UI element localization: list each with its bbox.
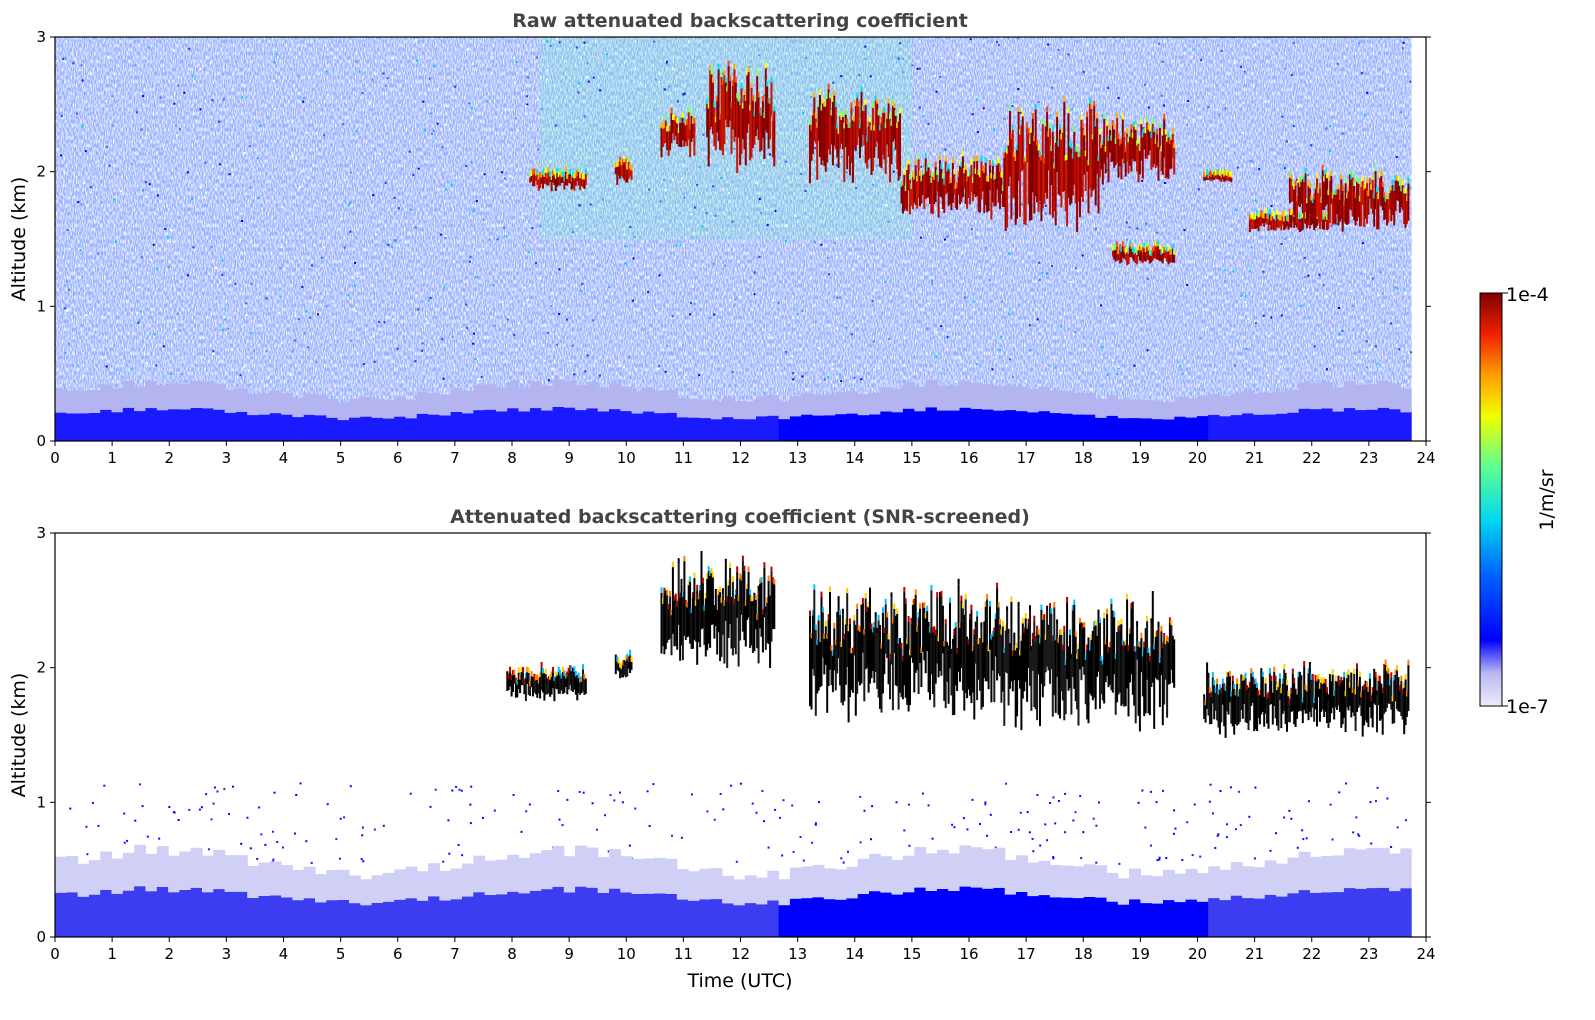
y-tick-label: 1 (36, 793, 46, 811)
colorbar: 1e-4 1e-7 1/m/sr (1479, 284, 1558, 718)
x-tick-label: 23 (1359, 945, 1378, 963)
x-tick-label: 9 (564, 945, 574, 963)
plot-area (55, 37, 1426, 441)
screened-speckle (69, 782, 1407, 865)
cloud-layer (1203, 168, 1233, 183)
cloud-layer (809, 83, 901, 184)
boundary-layer (55, 844, 1413, 937)
cloud-layer (1111, 240, 1176, 266)
x-tick-label: 19 (1131, 945, 1150, 963)
chart-title: Raw attenuated backscattering coefficien… (512, 10, 968, 32)
x-tick-label: 22 (1302, 945, 1321, 963)
x-tick-label: 13 (788, 449, 807, 467)
x-tick-label: 17 (1017, 449, 1036, 467)
cloud-layer (1100, 112, 1176, 185)
chart-panel-screened: Attenuated backscattering coefficient (S… (8, 506, 1436, 992)
x-tick-label: 7 (450, 449, 460, 467)
y-tick-label: 3 (36, 28, 46, 46)
boundary-layer (55, 379, 1413, 441)
x-tick-label: 10 (617, 945, 636, 963)
x-tick-label: 23 (1359, 449, 1378, 467)
y-tick-label: 2 (36, 659, 46, 677)
colorbar-min-label: 1e-7 (1506, 696, 1549, 718)
x-tick-label: 14 (845, 449, 864, 467)
x-tick-label: 6 (393, 945, 403, 963)
x-tick-label: 5 (336, 945, 346, 963)
x-tick-label: 4 (279, 449, 289, 467)
cloud-layer (1203, 659, 1410, 738)
cloud-layer (660, 106, 696, 158)
x-tick-label: 20 (1188, 449, 1207, 467)
x-tick-label: 8 (507, 449, 517, 467)
x-tick-label: 1 (107, 945, 117, 963)
no-data-region (1411, 37, 1426, 441)
colorbar-max-label: 1e-4 (1506, 284, 1549, 306)
y-tick-label: 2 (36, 163, 46, 181)
x-axis: 0 1 2 3 4 5 6 7 8 9 10 11 12 13 14 15 16 17 18 19 20 21 22 23 24 (50, 441, 1436, 467)
y-tick-label: 3 (36, 524, 46, 542)
x-tick-label: 15 (902, 945, 921, 963)
cloud-layer (506, 661, 587, 702)
x-tick-label: 2 (164, 945, 174, 963)
x-tick-label: 12 (731, 449, 750, 467)
y-axis-label: Altitude (km) (8, 177, 30, 302)
plot-area (55, 533, 1426, 937)
chart-title: Attenuated backscattering coefficient (S… (450, 506, 1030, 528)
cloud-layer (660, 551, 776, 668)
cloud-layer (1003, 591, 1176, 732)
cloud-layer (614, 649, 633, 679)
x-tick-label: 12 (731, 945, 750, 963)
cloud-layer (1003, 96, 1101, 232)
x-tick-label: 1 (107, 449, 117, 467)
x-tick-label: 6 (393, 449, 403, 467)
x-tick-label: 9 (564, 449, 574, 467)
cloud-layer (900, 150, 1004, 220)
x-tick-label: 24 (1416, 945, 1435, 963)
cloud-layer (706, 60, 776, 174)
y-axis-label: Altitude (km) (8, 673, 30, 798)
x-tick-label: 21 (1245, 449, 1264, 467)
x-tick-label: 0 (50, 945, 60, 963)
cloud-layer (614, 156, 633, 185)
x-tick-label: 21 (1245, 945, 1264, 963)
y-axis: 0 1 2 3 (36, 524, 1431, 946)
x-tick-label: 22 (1302, 449, 1321, 467)
cloud-layer (529, 166, 587, 192)
colorbar-gradient (1479, 292, 1503, 707)
y-tick-label: 0 (36, 928, 46, 946)
x-tick-label: 11 (674, 449, 693, 467)
y-axis: 0 1 2 3 (36, 28, 1431, 450)
cloud-layer (1288, 164, 1410, 232)
x-tick-label: 13 (788, 945, 807, 963)
x-tick-label: 18 (1074, 945, 1093, 963)
x-tick-label: 3 (222, 945, 232, 963)
x-tick-label: 20 (1188, 945, 1207, 963)
x-tick-label: 10 (617, 449, 636, 467)
x-tick-label: 0 (50, 449, 60, 467)
x-tick-label: 24 (1416, 449, 1435, 467)
x-tick-label: 19 (1131, 449, 1150, 467)
colorbar-unit-label: 1/m/sr (1536, 469, 1558, 530)
x-tick-label: 15 (902, 449, 921, 467)
x-tick-label: 17 (1017, 945, 1036, 963)
y-tick-label: 0 (36, 432, 46, 450)
x-tick-label: 2 (164, 449, 174, 467)
x-tick-label: 5 (336, 449, 346, 467)
x-tick-label: 3 (222, 449, 232, 467)
x-tick-label: 14 (845, 945, 864, 963)
x-axis-label: Time (UTC) (686, 970, 792, 992)
y-tick-label: 1 (36, 297, 46, 315)
chart-panel-raw: Raw attenuated backscattering coefficien… (8, 10, 1436, 467)
no-data-region (1411, 533, 1426, 937)
x-tick-label: 7 (450, 945, 460, 963)
x-tick-label: 16 (959, 449, 978, 467)
x-tick-label: 8 (507, 945, 517, 963)
x-tick-label: 18 (1074, 449, 1093, 467)
x-tick-label: 4 (279, 945, 289, 963)
cloud-layer (809, 578, 1004, 723)
x-axis: 0 1 2 3 4 5 6 7 8 9 10 11 12 13 14 15 16 17 18 19 20 21 22 23 24 (50, 937, 1436, 963)
x-tick-label: 11 (674, 945, 693, 963)
x-tick-label: 16 (959, 945, 978, 963)
